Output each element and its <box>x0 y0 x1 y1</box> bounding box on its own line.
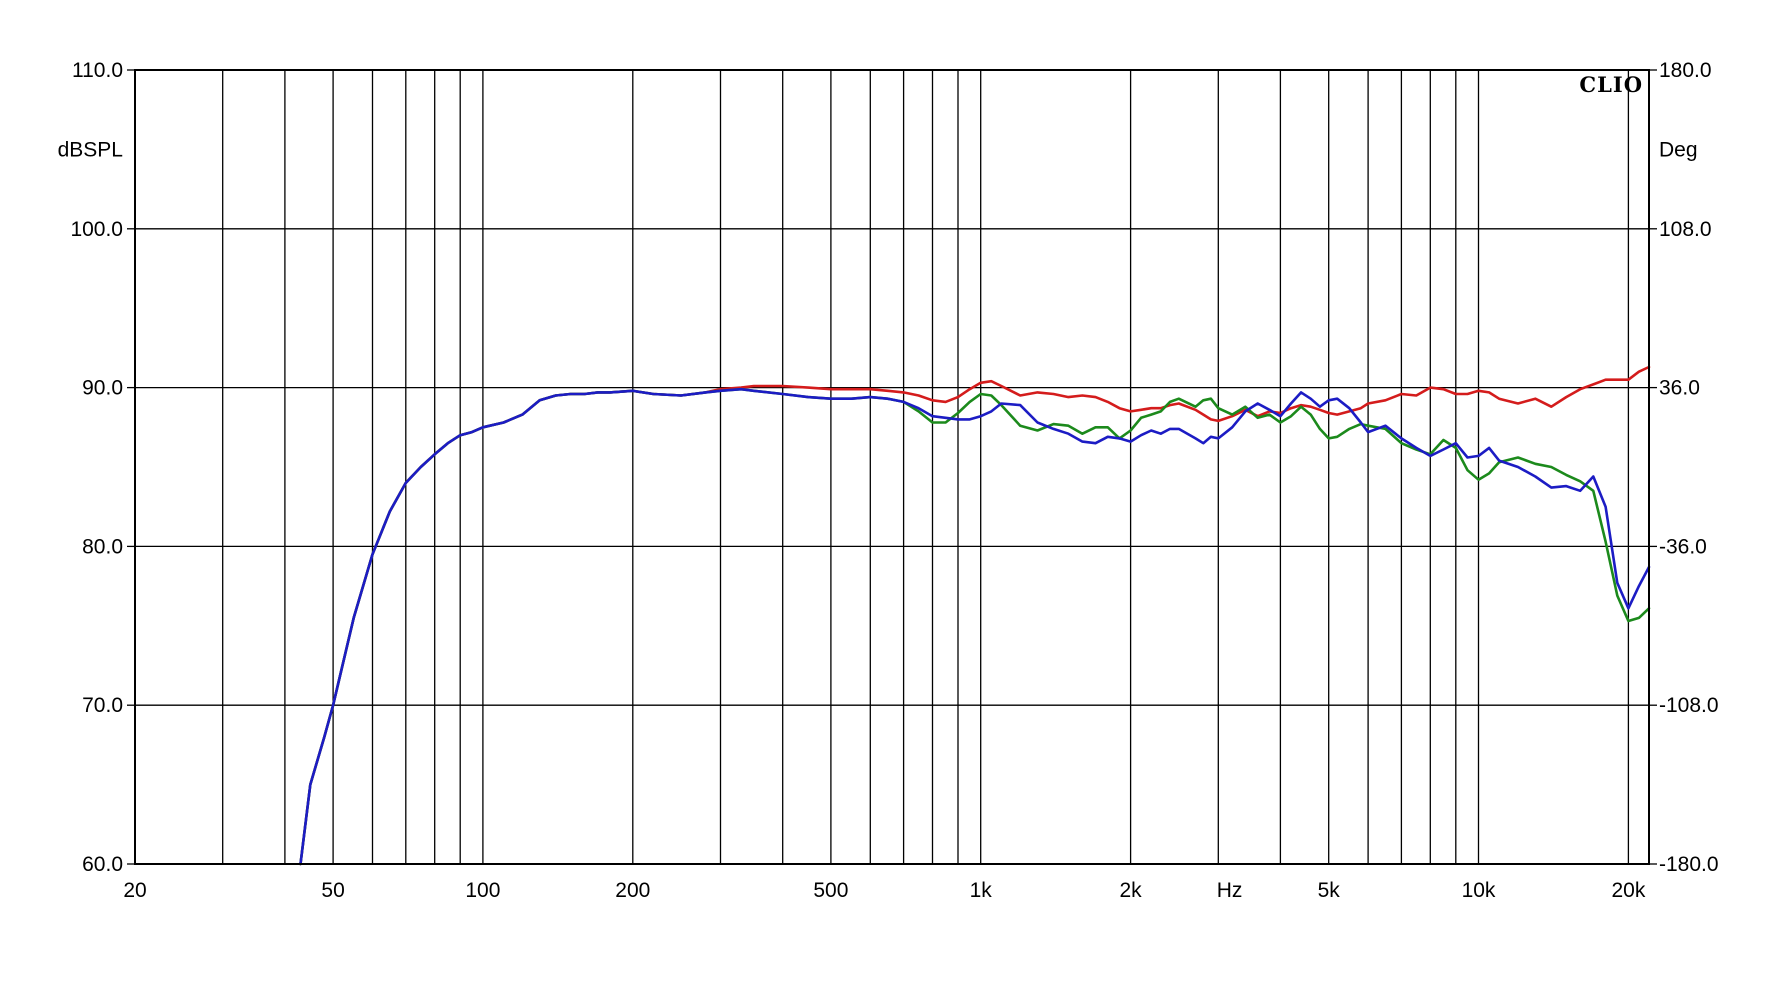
x-tick-label: 10k <box>1462 879 1496 902</box>
y2-tick-label: 36.0 <box>1659 377 1700 400</box>
x-tick-label: 50 <box>321 879 344 902</box>
y2-tick-label: 180.0 <box>1659 59 1712 82</box>
plot-frame <box>134 69 1650 865</box>
y-axis-label: dBSPL <box>58 138 123 161</box>
clio-brand-label: CLIO <box>1579 72 1643 97</box>
x-tick-label: 20 <box>123 879 146 902</box>
y-tick-label: 90.0 <box>82 377 123 400</box>
y2-tick-label: -108.0 <box>1659 694 1719 717</box>
series-layer <box>299 365 1651 866</box>
x-unit-label: Hz <box>1217 879 1243 902</box>
y-tick-label: 100.0 <box>70 218 123 241</box>
series-line-blue <box>299 387 1651 866</box>
x-tick-label: 5k <box>1318 879 1341 902</box>
x-tick-label: 500 <box>813 879 848 902</box>
x-tick-label: 1k <box>970 879 993 902</box>
axis-labels: 20 50 100 200 500 1k 2k 5k 10k 20k Hz 110.0 100.0 90.… <box>58 59 1719 902</box>
y-tick-label: 60.0 <box>82 853 123 876</box>
y-tick-label: 80.0 <box>82 535 123 558</box>
y2-axis-label: Deg <box>1659 138 1698 161</box>
x-tick-label: 2k <box>1120 879 1143 902</box>
x-tick-label: 200 <box>615 879 650 902</box>
x-tick-label: 100 <box>465 879 500 902</box>
x-tick-label: 20k <box>1611 879 1645 902</box>
y2-tick-label: 108.0 <box>1659 218 1712 241</box>
y2-tick-label: -180.0 <box>1659 853 1719 876</box>
y-tick-label: 110.0 <box>72 59 123 82</box>
y2-tick-label: -36.0 <box>1659 535 1707 558</box>
y-tick-label: 70.0 <box>82 694 123 717</box>
